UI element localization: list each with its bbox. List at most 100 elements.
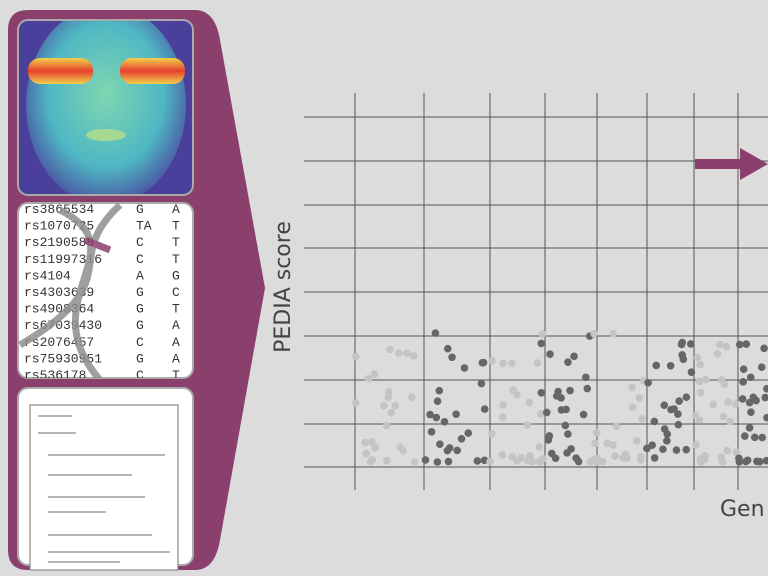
dot	[387, 408, 396, 417]
dot	[351, 399, 360, 407]
variant-cell: T	[172, 368, 180, 383]
variant-cell: G	[136, 318, 144, 333]
dot	[409, 352, 418, 360]
dot	[660, 425, 669, 433]
dot	[440, 417, 449, 426]
dot	[652, 361, 661, 370]
dot	[546, 350, 554, 359]
dot	[499, 401, 507, 409]
dot	[498, 413, 507, 421]
variant-cell: rs536178	[24, 368, 86, 383]
dot	[382, 421, 391, 430]
dot	[763, 384, 768, 393]
dot	[726, 417, 734, 426]
dot	[724, 398, 732, 407]
dot	[391, 401, 400, 410]
variant-cell: G	[136, 302, 144, 317]
dna-helix	[18, 203, 123, 378]
dot	[693, 353, 702, 362]
dot	[732, 448, 741, 457]
dot	[591, 439, 599, 448]
dot	[743, 456, 752, 465]
dot	[735, 457, 744, 466]
dot	[362, 449, 371, 458]
dot	[717, 453, 725, 461]
dot	[499, 359, 507, 368]
dot	[758, 433, 767, 442]
dot	[517, 454, 525, 462]
variant-cell: G	[172, 268, 180, 283]
variant-cell: A	[172, 351, 180, 366]
dot	[650, 417, 659, 426]
dot	[674, 410, 682, 418]
grid	[304, 93, 768, 490]
dot	[444, 457, 453, 466]
variant-cell: rs11997316	[24, 252, 102, 267]
dot	[628, 383, 636, 392]
dot	[590, 329, 598, 338]
dot	[536, 410, 545, 418]
variant-cell: TA	[136, 219, 152, 234]
dot	[433, 397, 442, 405]
dot	[509, 386, 517, 394]
dot	[722, 342, 731, 351]
dot	[535, 443, 543, 451]
dot	[557, 406, 566, 414]
variant-cell: rs2190588	[24, 235, 94, 250]
dot	[432, 413, 441, 422]
dot	[533, 359, 542, 367]
dot	[598, 457, 607, 466]
dot	[757, 363, 766, 372]
dot	[719, 412, 728, 421]
dot	[479, 358, 488, 367]
dot	[666, 362, 675, 370]
dot	[488, 430, 496, 438]
variant-cell: C	[136, 335, 144, 350]
variant-cell: G	[136, 285, 144, 300]
dot	[436, 440, 444, 448]
variant-cell: A	[172, 335, 180, 350]
variant-cell: A	[172, 318, 180, 333]
dot	[564, 358, 572, 366]
dot	[364, 374, 373, 383]
dot	[648, 441, 656, 449]
dot	[695, 377, 704, 386]
variant-cell: T	[172, 219, 180, 234]
dot	[696, 388, 705, 397]
variant-cell: G	[136, 202, 144, 217]
dot	[537, 388, 546, 397]
dot	[650, 454, 659, 462]
dot	[383, 456, 391, 465]
dot	[426, 410, 434, 419]
variant-box	[17, 202, 194, 379]
dot	[443, 446, 452, 455]
dot	[554, 387, 562, 396]
dot	[745, 398, 754, 407]
variant-cell: G	[136, 351, 144, 366]
dot	[747, 408, 755, 416]
dot	[460, 364, 469, 372]
variant-cell: rs4104	[24, 268, 71, 283]
dot	[407, 393, 416, 401]
dot	[715, 340, 724, 349]
dot	[679, 355, 688, 363]
dot	[677, 340, 686, 349]
arrow	[695, 148, 768, 180]
dot	[498, 451, 507, 459]
variant-cell: T	[172, 235, 180, 250]
dot	[672, 446, 681, 454]
dot	[741, 432, 749, 440]
dot	[386, 345, 394, 354]
dot	[692, 441, 700, 449]
dot	[637, 452, 645, 461]
dot	[427, 428, 436, 436]
dot	[695, 416, 704, 424]
dot	[644, 378, 652, 387]
dot	[547, 449, 556, 458]
dot	[663, 437, 671, 445]
dot	[563, 449, 571, 457]
dot	[538, 330, 547, 338]
dot	[739, 378, 747, 386]
variant-cell: T	[172, 302, 180, 317]
dot	[368, 438, 376, 446]
